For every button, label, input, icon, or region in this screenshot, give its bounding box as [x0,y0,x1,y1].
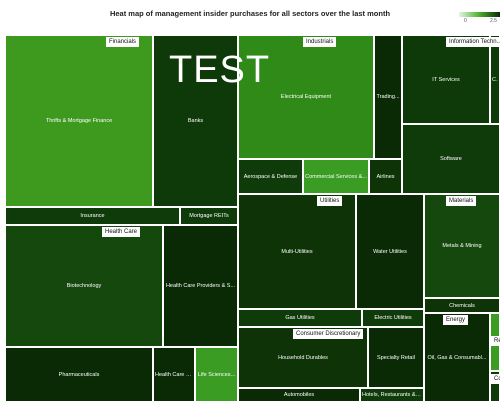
treemap-cell-water-utilities[interactable]: Water Utilities [356,194,424,309]
treemap-cell-automobiles[interactable]: Automobiles [238,388,360,402]
treemap-cell-label: Electrical Equipment [280,94,332,100]
treemap-cell-specialty-retail[interactable]: Specialty Retail [368,327,424,388]
sector-label-consumer-discretionary: Consumer Discretionary [293,329,364,339]
treemap-cell-commercial-services[interactable]: Commercial Services &... [303,159,369,194]
treemap-cell-hotels-restaurants-leisure[interactable]: Hotels, Restaurants & Leisure [360,388,424,402]
treemap-cell-metals-mining[interactable]: Metals & Mining [424,194,500,298]
treemap-cell-label: Banks [187,118,204,124]
treemap-cell-label: IT Services [432,76,460,83]
treemap-cell-airlines[interactable]: Airlines [369,159,402,194]
sector-label-industrials: Industrials [303,37,337,47]
treemap-cell-electrical-equipment[interactable]: Electrical Equipment [238,35,374,159]
treemap-cell-trading[interactable]: Trading... [374,35,402,159]
treemap-cell-label: Water Utilities [373,248,407,255]
treemap-cell-label: Aerospace & Defense [243,173,298,180]
treemap-cell-label: Automobiles [283,392,315,398]
treemap-cell-label: Metals & Mining [442,243,482,249]
treemap-cell-label: Oil, Gas & Consumabl... [427,354,487,361]
treemap-cell-thrifts-mortgage-finance[interactable]: Thrifts & Mortgage Finance [5,35,153,207]
treemap-cell-label: Specialty Retail [377,354,415,361]
treemap-cell-chemicals[interactable]: Chemicals [424,298,500,313]
treemap-cell-it-services[interactable]: IT Services [402,35,490,124]
treemap-cell-label: Health Care E... [155,371,193,378]
treemap-cell-label: Chemicals [449,302,475,309]
treemap-cell-gas-utilities[interactable]: Gas Utilities [238,309,362,327]
color-legend: 0 2.5 [0,0,500,34]
treemap-cell-electric-utilities[interactable]: Electric Utilities [362,309,424,327]
legend-color-bar [459,12,500,17]
sector-label-information-techn: Information Techn... [446,37,500,47]
treemap-cell-software[interactable]: Software [402,124,500,194]
treemap-cell-banks[interactable]: Banks [153,35,238,207]
treemap-cell-label: Airlines [376,173,395,180]
treemap-cell-label: Multi-Utilities [281,248,313,255]
treemap-cell-oil-gas-consumabl[interactable]: Oil, Gas & Consumabl... [424,313,490,402]
treemap-cell-label: Mortgage REITs [189,213,229,219]
treemap-cell-label: Hotels, Restaurants & Leisure [362,392,422,398]
treemap-cell-label: Trading... [376,94,400,100]
legend-tick-min: 0 [464,18,467,24]
treemap-cell-mortgage-reits[interactable]: Mortgage REITs [180,207,238,225]
treemap-cell-co[interactable]: Co... [490,35,500,124]
treemap-cell-label: Biotechnology [66,283,102,289]
treemap-cell-health-care-providers-s[interactable]: Health Care Providers & S... [163,225,238,347]
treemap-cell-label: Gas Utilities [285,315,315,321]
sector-label-health-care: Health Care [102,227,141,237]
treemap-cell-label: Commercial Services &... [305,173,367,180]
sector-label-financials: Financials [106,37,140,47]
sector-label-materials: Materials [446,196,477,206]
treemap-cell-label: Software [440,156,462,162]
treemap-cell-insurance[interactable]: Insurance [5,207,180,225]
treemap-cell-label: Life Sciences... [197,371,236,378]
treemap-cell-aerospace-defense[interactable]: Aerospace & Defense [238,159,303,194]
treemap-cell-label: Electric Utilities [374,315,412,321]
treemap-cell-label: Insurance [80,213,105,219]
treemap-cell-label: Co... [492,76,498,83]
sector-label-energy: Energy [443,315,469,325]
treemap-cell-multi-utilities[interactable]: Multi-Utilities [238,194,356,309]
treemap-cell-label: Thrifts & Mortgage Finance [45,118,113,124]
treemap-cell-label: Health Care Providers & S... [165,283,236,289]
sector-label-re: Re... [491,336,500,346]
sector-label-utilities: Utilities [317,196,343,206]
treemap-cell-biotechnology[interactable]: Biotechnology [5,225,163,347]
legend-tick-max: 2.5 [490,18,497,24]
treemap-cell-label: Household Durables [278,354,328,361]
chart-title: Heat map of management insider purchases… [109,9,391,18]
sector-label-co: Co... [491,374,500,384]
treemap-cell-pharmaceuticals[interactable]: Pharmaceuticals [5,347,153,402]
treemap-cell-label: Pharmaceuticals [58,371,100,378]
treemap-cell-life-sciences[interactable]: Life Sciences... [195,347,238,402]
watermark-text: TEST [169,49,271,91]
treemap-cell-health-care-e[interactable]: Health Care E... [153,347,195,402]
